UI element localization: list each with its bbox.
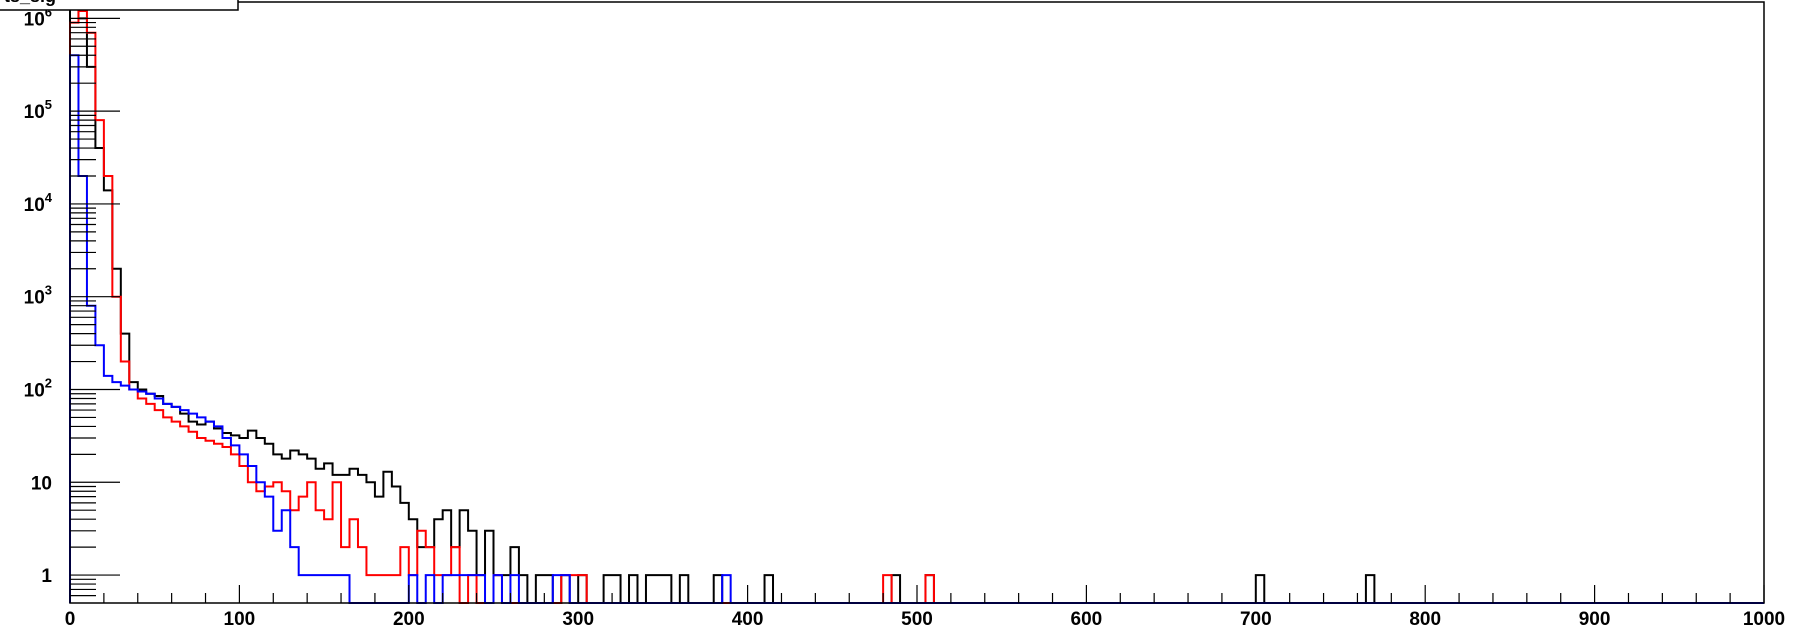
x-tick-label: 200 [393, 609, 425, 630]
x-tick-label: 300 [562, 609, 594, 630]
x-tick-label: 1000 [1743, 609, 1785, 630]
x-tick-label: 600 [1071, 609, 1103, 630]
x-tick-label: 400 [732, 609, 764, 630]
y-tick-label: 105 [24, 97, 52, 123]
x-tick-label: 900 [1579, 609, 1611, 630]
series-layer [69, 1, 1764, 604]
y-tick-exponent: 2 [45, 375, 52, 390]
y-tick-label: 104 [24, 190, 53, 216]
y-tick-exponent: 6 [45, 4, 52, 19]
axis-layer [69, 1, 1765, 604]
x-tick-label: 0 [65, 609, 76, 630]
stats-box-title: ts_sig [4, 0, 56, 6]
x-tick-label: 700 [1240, 609, 1272, 630]
stats-box: ts_sig [0, 0, 239, 11]
x-tick-label: 500 [901, 609, 933, 630]
series-2-line [69, 54, 1764, 604]
y-tick-label: 102 [24, 375, 52, 401]
y-tick-exponent: 3 [45, 283, 52, 298]
y-tick-label: 10 [31, 473, 52, 494]
y-tick-label: 1 [41, 566, 52, 587]
x-tick-label: 100 [224, 609, 256, 630]
label-layer: 0 100 200 300 400 500 600 700 800 900 1000 1 10 102 10… [24, 4, 1786, 630]
stats-box-frame [0, 0, 239, 11]
x-tick-label: 800 [1409, 609, 1441, 630]
y-tick-exponent: 5 [45, 97, 52, 112]
y-tick-exponent: 4 [45, 190, 53, 205]
y-tick-label: 103 [24, 283, 52, 309]
series-1-line [69, 9, 1764, 604]
